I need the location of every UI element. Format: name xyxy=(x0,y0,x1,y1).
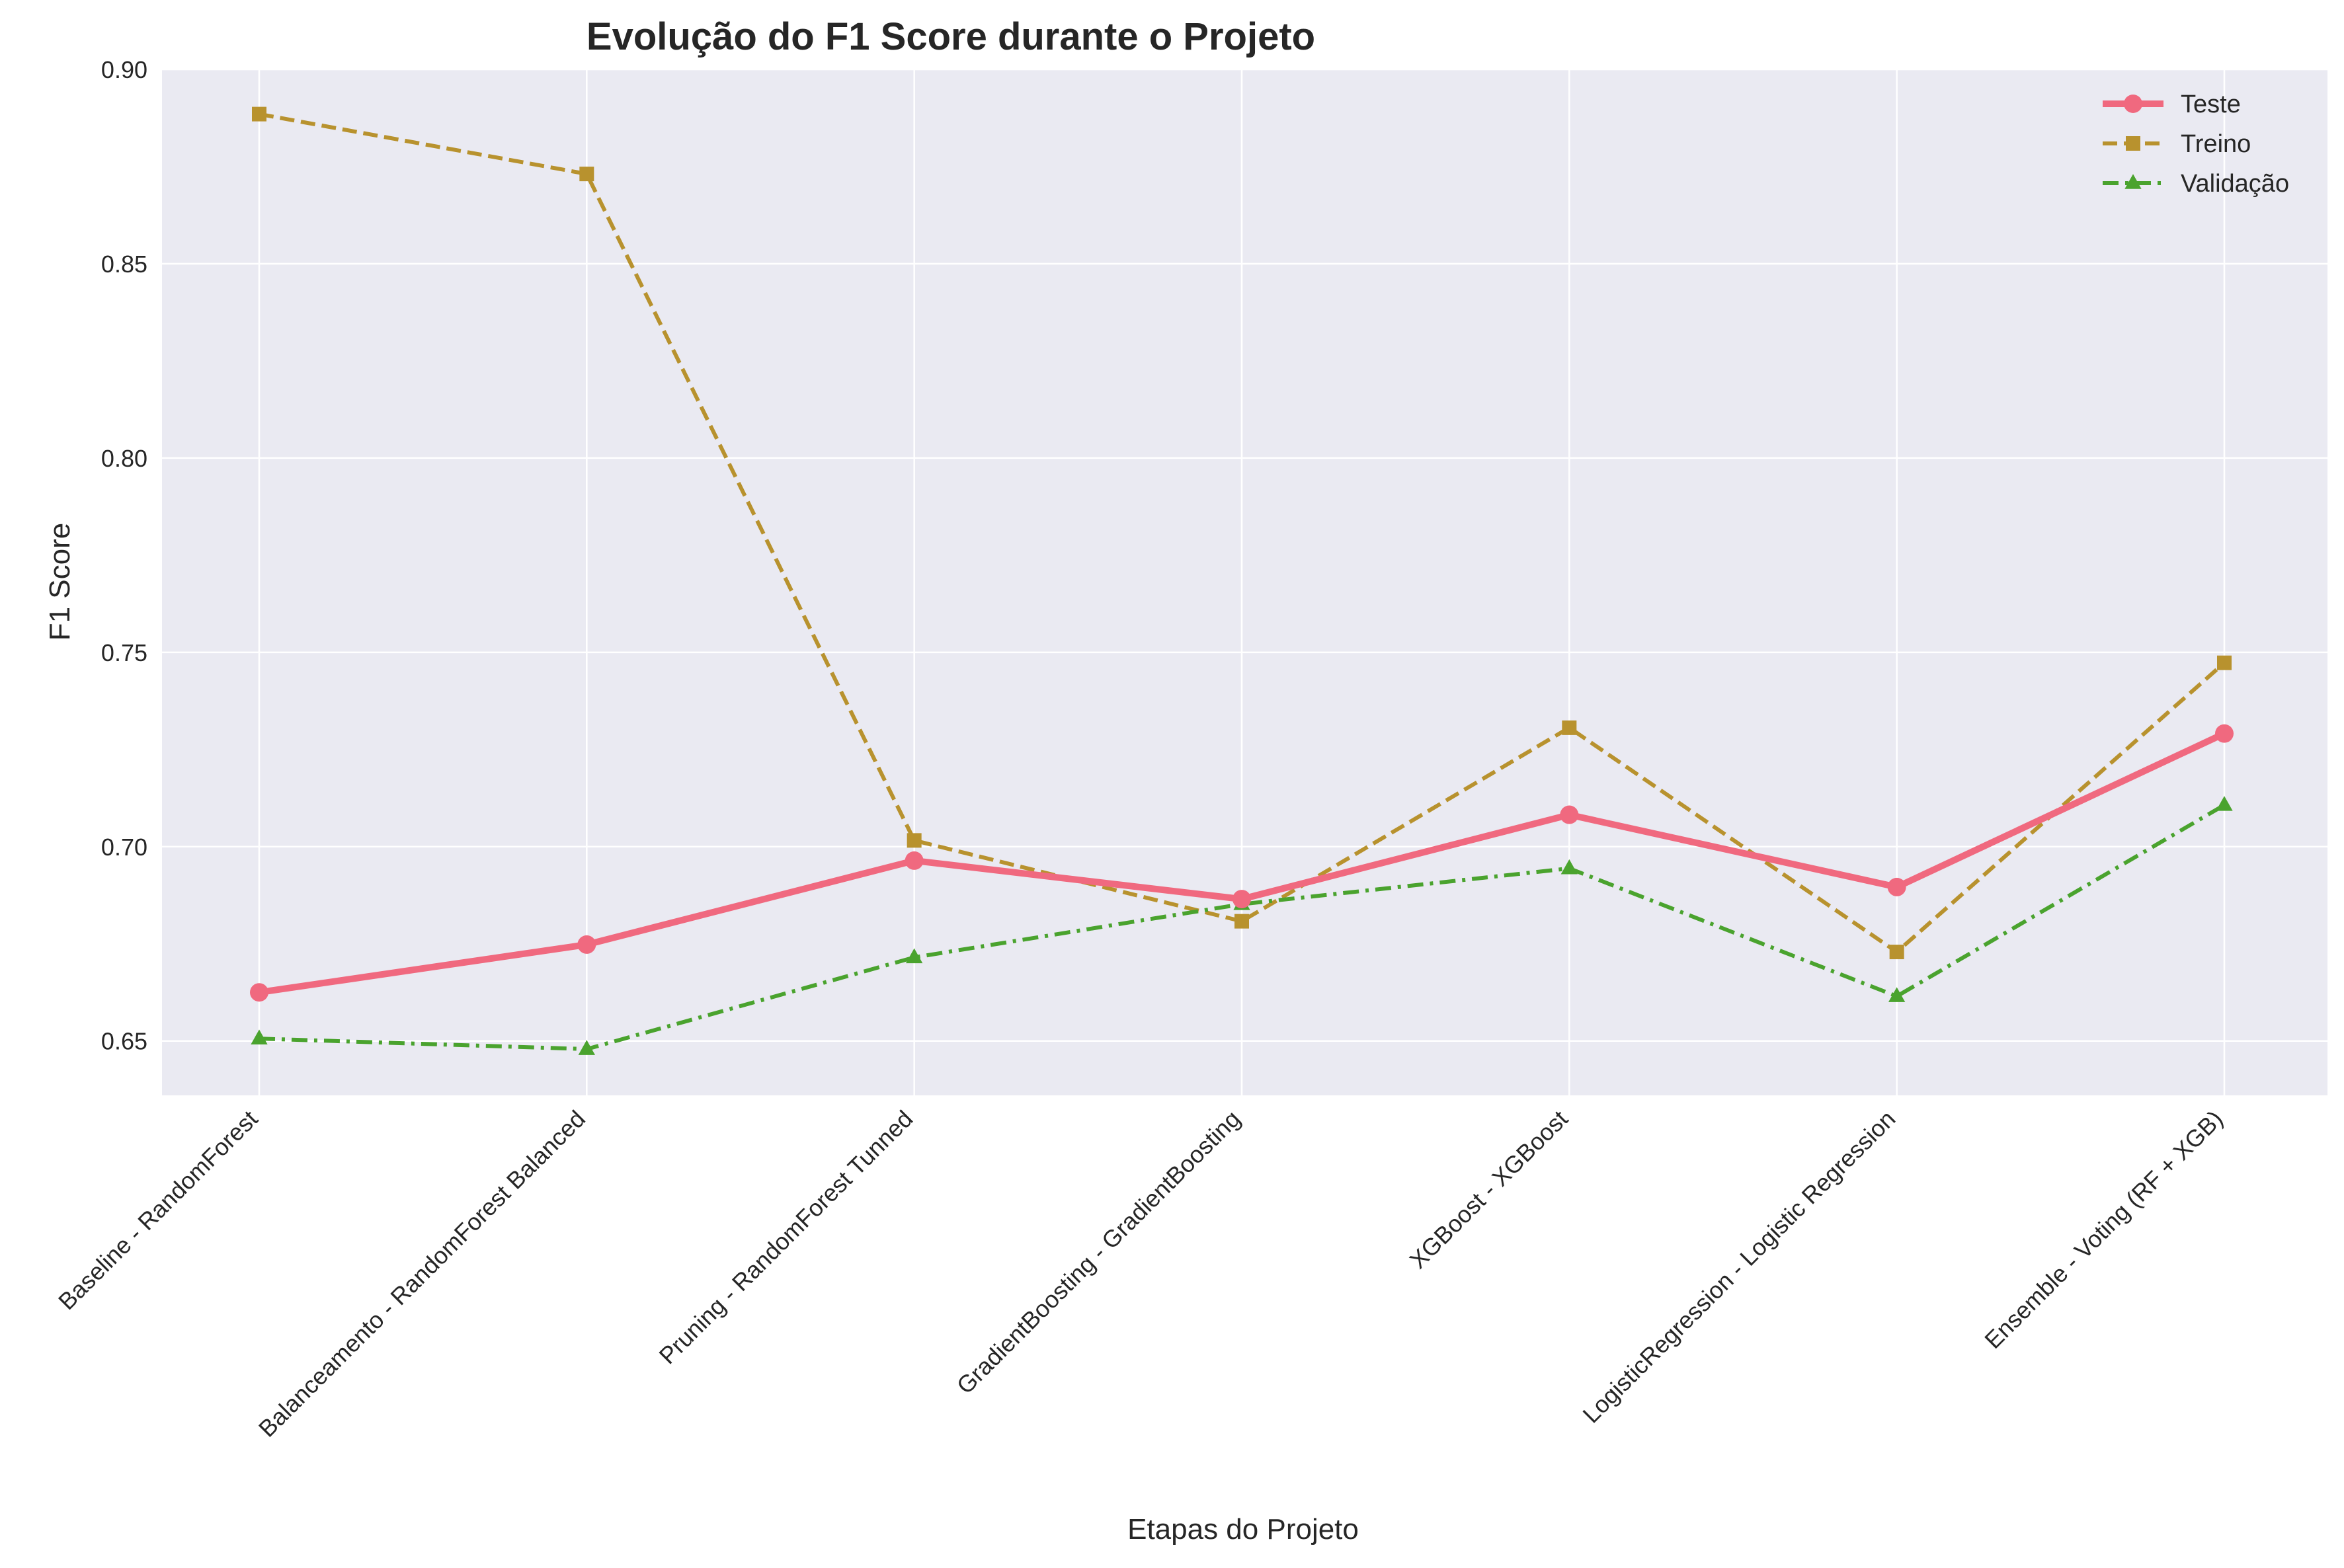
data-point-marker xyxy=(1560,859,1578,875)
y-tick-label: 0.70 xyxy=(101,834,147,861)
x-axis-label: Etapas do Projeto xyxy=(1127,1513,1359,1546)
data-point-marker xyxy=(906,948,923,964)
legend-label: Teste xyxy=(2181,91,2241,118)
y-tick-label: 0.75 xyxy=(101,639,147,666)
y-axis-ticks: 0.65 0.70 0.75 0.80 0.85 0.90 xyxy=(101,56,147,1055)
data-point-marker xyxy=(250,983,268,1002)
data-point-marker xyxy=(905,851,924,870)
data-point-marker xyxy=(252,106,266,122)
series-treino xyxy=(252,106,2232,960)
legend-label: Treino xyxy=(2181,130,2251,158)
data-point-marker xyxy=(1233,890,1251,909)
legend: Teste Treino Validação xyxy=(2103,91,2289,198)
data-point-marker xyxy=(907,833,922,848)
data-point-marker xyxy=(2216,796,2233,811)
data-point-marker xyxy=(1560,805,1579,824)
data-point-marker xyxy=(1888,987,1906,1002)
data-point-marker xyxy=(2217,655,2232,670)
y-axis-label: F1 Score xyxy=(44,523,76,641)
data-point-marker xyxy=(579,167,594,182)
plot-area xyxy=(162,69,2327,1095)
y-tick-label: 0.90 xyxy=(101,56,147,83)
data-point-marker xyxy=(2215,724,2234,743)
y-tick-label: 0.85 xyxy=(101,251,147,278)
data-point-marker xyxy=(1889,945,1904,960)
data-point-marker xyxy=(578,1040,595,1055)
y-tick-label: 0.80 xyxy=(101,445,147,472)
data-point-marker xyxy=(1887,877,1906,896)
data-point-marker xyxy=(2124,174,2142,189)
y-tick-label: 0.65 xyxy=(101,1028,147,1055)
data-point-marker xyxy=(577,935,596,954)
series-teste xyxy=(250,724,2234,1002)
chart-title: Evolução do F1 Score durante o Projeto xyxy=(586,15,1315,58)
data-point-marker xyxy=(2126,136,2140,151)
data-point-marker xyxy=(1562,720,1577,735)
data-point-marker xyxy=(251,1029,268,1044)
data-point-marker xyxy=(1234,914,1249,929)
series-layer xyxy=(250,106,2234,1055)
legend-label: Validação xyxy=(2181,170,2289,198)
data-point-marker xyxy=(2124,95,2142,113)
